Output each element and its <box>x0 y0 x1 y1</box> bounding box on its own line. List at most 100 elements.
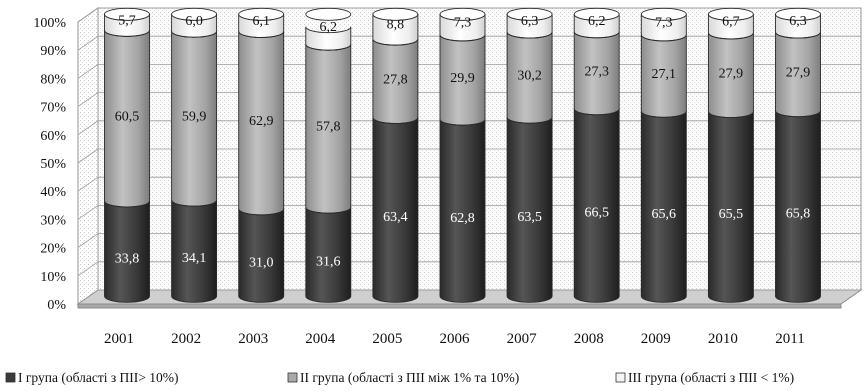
segment-boundary <box>171 200 217 207</box>
data-label: 27,3 <box>584 64 609 79</box>
segment-boundary <box>775 110 821 118</box>
data-label: 62,8 <box>450 211 475 226</box>
data-label: 6,1 <box>252 14 270 29</box>
y-tick-label: 10% <box>40 270 66 285</box>
data-label: 27,1 <box>652 67 677 82</box>
y-tick-label: 0% <box>47 298 66 313</box>
segment-boundary <box>708 111 754 118</box>
bar-stack-2003: 31,0 62,9 6,1 <box>238 7 285 303</box>
data-label: 6,2 <box>588 14 606 29</box>
y-tick-label: 40% <box>40 185 66 200</box>
segment-boundary <box>305 207 352 214</box>
data-label: 31,0 <box>249 256 274 271</box>
segment-boundary <box>238 208 285 216</box>
data-label: 31,6 <box>316 255 341 270</box>
data-label: 7,3 <box>454 16 472 31</box>
legend-label: II група (області з ПІІ між 1% та 10%) <box>300 370 519 385</box>
data-label: 57,8 <box>316 120 341 135</box>
data-label: 59,9 <box>182 110 207 125</box>
segment-boundary <box>171 31 217 38</box>
bar-cap <box>506 7 553 21</box>
data-label: 62,9 <box>249 114 274 129</box>
bar-stack-2011: 65,8 27,9 6,3 <box>775 7 821 303</box>
x-tick-label: 2010 <box>708 331 738 347</box>
y-tick-label: 20% <box>40 242 66 257</box>
segment-boundary <box>640 111 687 118</box>
data-label: 7,3 <box>655 16 673 31</box>
gridline-side <box>77 261 99 277</box>
segment-boundary <box>708 32 754 40</box>
segment-boundary <box>775 31 821 39</box>
bar-cap <box>707 7 754 21</box>
bar-cap <box>171 7 218 21</box>
y-tick-label: 90% <box>40 44 66 59</box>
gridline-side <box>77 205 99 220</box>
data-label: 8,8 <box>387 18 405 33</box>
data-label: 60,5 <box>115 110 140 125</box>
bars: 33,8 60,5 5,7 34,1 59,9 6,0 31,0 62,9 6,1 31,6 57,… <box>104 7 821 303</box>
gridline-side <box>77 64 99 79</box>
x-tick-label: 2001 <box>104 331 134 347</box>
segment-boundary <box>573 31 620 39</box>
bar-stack-2002: 34,1 59,9 6,0 <box>171 7 218 303</box>
data-label: 63,5 <box>517 210 542 225</box>
legend-swatch <box>615 372 626 383</box>
bar-stack-2007: 63,5 30,2 6,3 <box>506 7 553 303</box>
x-tick-label: 2008 <box>574 331 604 347</box>
bar-stack-2004: 31,6 57,8 6,2 <box>305 7 352 303</box>
segment-boundary <box>372 39 419 46</box>
y-tick-label: 100% <box>33 16 66 31</box>
bar-stack-2009: 65,6 27,1 7,3 <box>640 7 687 303</box>
floor-front <box>77 303 842 309</box>
data-label: 6,3 <box>521 14 539 29</box>
segment-boundary <box>573 108 620 116</box>
legend-item: I група (області з ПІІ> 10%) <box>5 370 179 385</box>
gridline-side <box>77 233 99 248</box>
segment-boundary <box>640 34 687 42</box>
legend-item: II група (області з ПІІ між 1% та 10%) <box>287 370 519 385</box>
y-tick-label: 70% <box>40 101 66 116</box>
bar-cap <box>775 7 821 21</box>
segment-boundary <box>506 117 553 124</box>
segment-boundary <box>506 31 553 39</box>
bar-cap <box>372 7 419 21</box>
segment-boundary <box>439 34 486 42</box>
data-label: 6,2 <box>320 20 338 35</box>
gridline-side <box>77 120 99 136</box>
bar-cap <box>640 7 687 21</box>
data-label: 6,0 <box>185 14 203 29</box>
bar-stack-2005: 63,4 27,8 8,8 <box>372 7 419 303</box>
data-label: 34,1 <box>182 251 207 266</box>
gridline-side <box>77 176 99 192</box>
bar-cap <box>238 7 285 21</box>
gridline-side <box>77 35 99 51</box>
x-tick-label: 2003 <box>238 331 268 347</box>
x-tick-label: 2002 <box>171 331 201 347</box>
x-tick-label: 2009 <box>641 331 671 347</box>
segment-boundary <box>372 117 419 124</box>
gridline-side <box>77 148 99 164</box>
legend-swatch <box>5 372 16 383</box>
segment-boundary <box>104 30 150 37</box>
x-axis: 2001 2002 2003 2004 2005 2006 2007 2008 2009 2010… <box>104 331 805 347</box>
legend-swatch <box>287 372 298 383</box>
data-label: 6,3 <box>789 14 807 29</box>
data-label: 5,7 <box>118 13 136 28</box>
x-tick-label: 2007 <box>507 331 538 347</box>
data-label: 65,8 <box>786 207 811 222</box>
segment-boundary <box>439 119 486 126</box>
x-tick-label: 2006 <box>440 331 471 347</box>
x-tick-label: 2011 <box>775 331 804 347</box>
bar-stack-2010: 65,5 27,9 6,7 <box>707 7 754 303</box>
x-tick-label: 2005 <box>372 331 402 347</box>
data-label: 33,8 <box>115 252 140 267</box>
data-label: 29,9 <box>450 71 475 86</box>
bar-stack-2006: 62,8 29,9 7,3 <box>439 7 486 303</box>
y-tick-label: 30% <box>40 213 66 228</box>
y-tick-label: 50% <box>40 157 66 172</box>
segment-boundary <box>104 200 150 208</box>
y-tick-label: 60% <box>40 129 66 144</box>
bar-cap <box>439 7 486 21</box>
bar-stack-2008: 66,5 27,3 6,2 <box>573 7 620 303</box>
